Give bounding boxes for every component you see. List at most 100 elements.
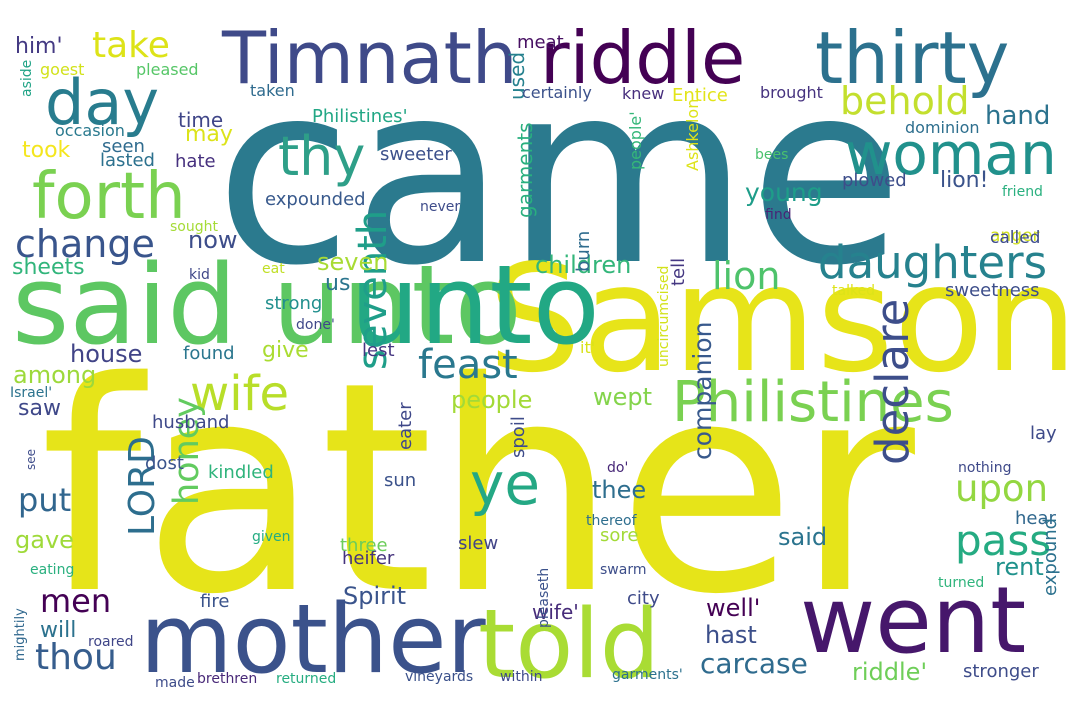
cloud-word: nothing (958, 460, 1012, 476)
cloud-word: sweeter (380, 144, 452, 165)
cloud-word: dominion (905, 118, 980, 137)
cloud-word: will (40, 618, 77, 643)
cloud-word: riddle' (852, 658, 928, 686)
cloud-word: sought (170, 219, 218, 235)
cloud-word: plowed (842, 170, 907, 191)
cloud-word: aside (19, 59, 35, 97)
cloud-word: tell (668, 257, 689, 286)
cloud-word: husband (152, 412, 230, 433)
cloud-word: dost (145, 453, 184, 474)
cloud-word: take (92, 25, 170, 66)
cloud-word: three (340, 535, 388, 556)
cloud-word: returned (276, 671, 337, 687)
cloud-word: came (215, 29, 903, 320)
cloud-word: knew (622, 84, 665, 103)
cloud-word: goest (40, 60, 85, 79)
cloud-word: garments (513, 122, 537, 218)
cloud-word: hast (705, 621, 757, 649)
cloud-word: may (185, 122, 233, 147)
cloud-word: sheets (12, 255, 85, 280)
cloud-word: called (990, 228, 1041, 248)
cloud-word: within (500, 669, 543, 685)
cloud-word: slew (458, 533, 499, 554)
cloud-word: mother (140, 585, 486, 695)
cloud-word: vineyards (405, 669, 474, 685)
cloud-word: said (778, 523, 828, 551)
cloud-word: sweetness (945, 280, 1040, 301)
cloud-word: Ashkelon (683, 98, 702, 171)
cloud-word: eater (395, 402, 416, 450)
cloud-word: unto (350, 241, 600, 369)
cloud-word: sore (600, 525, 639, 546)
cloud-word: turned (938, 575, 985, 591)
cloud-word: friend (1002, 184, 1043, 200)
cloud-word: made (155, 675, 195, 691)
cloud-word: seen (102, 136, 145, 157)
cloud-word: kid (189, 267, 210, 283)
cloud-word: strong (265, 293, 323, 314)
cloud-word: young (745, 178, 823, 207)
cloud-word: lay (1030, 423, 1057, 444)
cloud-word: LORD (122, 436, 163, 536)
cloud-word: Entice (672, 85, 728, 106)
cloud-word: uncircumcised (656, 265, 672, 367)
cloud-word: Philistines' (312, 106, 408, 127)
cloud-word: took (22, 138, 71, 163)
cloud-word: pass (955, 516, 1052, 565)
cloud-word: gave (15, 526, 74, 554)
cloud-word: taken (250, 81, 295, 100)
cloud-word: told (478, 590, 661, 700)
cloud-word: swarm (600, 562, 647, 578)
cloud-word: wife' (532, 600, 579, 624)
cloud-word: put (18, 481, 72, 519)
cloud-word: given (252, 529, 291, 545)
cloud-word: eating (30, 562, 75, 578)
cloud-word: thou (35, 637, 117, 678)
cloud-word: found (183, 343, 235, 364)
cloud-word: woman (845, 120, 1057, 188)
cloud-word: eat (262, 261, 285, 277)
cloud-word: children (535, 251, 632, 279)
cloud-word: among (13, 361, 97, 389)
cloud-word: kindled (208, 462, 274, 483)
cloud-word: heifer (342, 548, 395, 569)
cloud-word: people' (626, 111, 645, 170)
cloud-word: give (262, 338, 309, 363)
cloud-word: carcase (700, 647, 808, 680)
cloud-word: expound (1040, 517, 1061, 596)
cloud-word: brethren (197, 671, 258, 687)
cloud-word: thereof (586, 513, 637, 529)
cloud-word: riddle (540, 16, 746, 100)
cloud-word: companion (688, 321, 717, 460)
cloud-word: wife (190, 366, 290, 422)
cloud-word: feast (418, 342, 518, 388)
cloud-word: see (24, 448, 38, 470)
cloud-word: men (40, 582, 112, 620)
cloud-word: bees (755, 147, 789, 163)
cloud-word: anger (990, 226, 1040, 246)
cloud-word: it' (580, 338, 596, 357)
cloud-word: behold (840, 79, 970, 123)
cloud-word: stronger (963, 661, 1039, 682)
cloud-word: occasion (55, 121, 125, 140)
cloud-word: lest (362, 340, 395, 361)
cloud-word: Timnath (222, 16, 518, 100)
cloud-word: declare (866, 298, 919, 465)
cloud-word: city (627, 588, 660, 609)
cloud-word: roared (88, 634, 134, 650)
cloud-word: thy (278, 125, 366, 188)
cloud-word: daughters (818, 236, 1048, 289)
cloud-word: brought (760, 83, 823, 102)
cloud-word: thee (592, 476, 647, 504)
cloud-word: him' (15, 34, 63, 59)
cloud-word: ye (470, 450, 541, 518)
cloud-word: find (765, 207, 792, 223)
cloud-word: upon (955, 467, 1049, 510)
cloud-word: people (451, 386, 533, 414)
cloud-word: garments' (612, 667, 683, 683)
cloud-word: hear (1015, 508, 1056, 529)
cloud-word: lasted (100, 150, 155, 171)
cloud-word: meat (517, 32, 564, 53)
cloud-word: house (70, 340, 143, 368)
